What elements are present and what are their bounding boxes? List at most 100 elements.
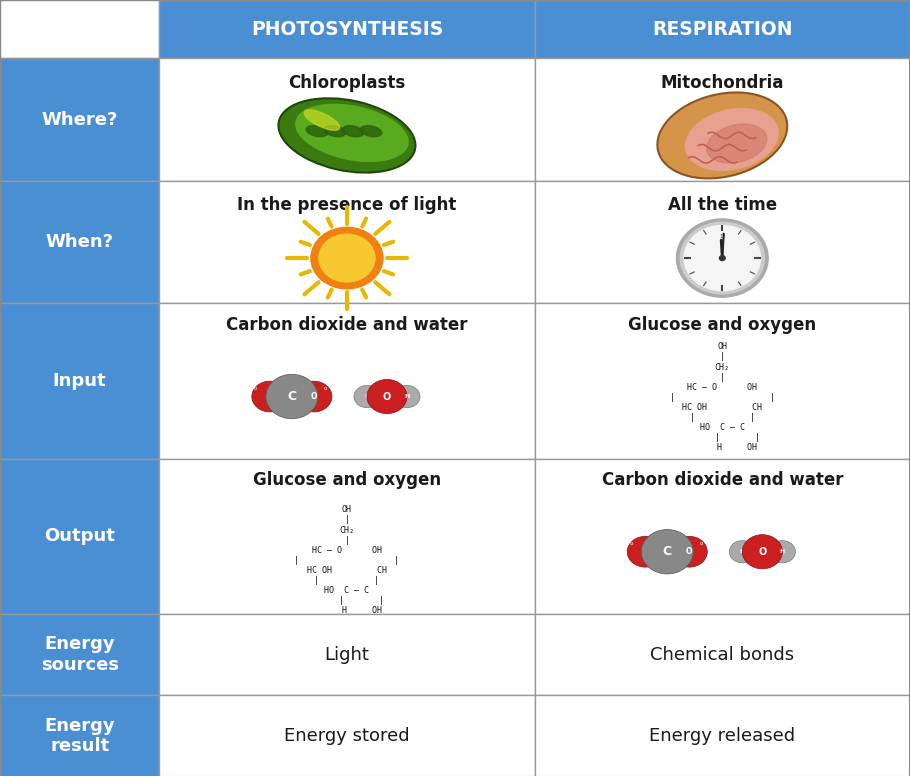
Text: O: O: [310, 392, 318, 401]
Text: Chemical bonds: Chemical bonds: [651, 646, 794, 663]
Text: O: O: [267, 392, 273, 401]
Text: H: H: [780, 549, 785, 554]
Text: |           |: | |: [315, 576, 379, 585]
Text: H     OH: H OH: [312, 606, 382, 615]
Text: |       |: | |: [309, 596, 384, 605]
Circle shape: [743, 535, 783, 569]
Text: HC OH         CH: HC OH CH: [307, 566, 387, 575]
Text: |                   |: | |: [670, 393, 774, 402]
Text: Where?: Where?: [42, 110, 117, 129]
Text: CH₂: CH₂: [715, 363, 730, 372]
Ellipse shape: [360, 126, 381, 137]
Text: Energy stored: Energy stored: [284, 727, 410, 745]
Text: H: H: [740, 549, 745, 554]
FancyBboxPatch shape: [534, 614, 910, 695]
FancyBboxPatch shape: [159, 58, 534, 181]
FancyBboxPatch shape: [0, 0, 159, 58]
Circle shape: [354, 386, 380, 407]
Circle shape: [769, 541, 795, 563]
Text: Light: Light: [325, 646, 369, 663]
Text: o: o: [700, 541, 703, 546]
Text: O: O: [383, 392, 391, 401]
Text: H     OH: H OH: [687, 443, 757, 452]
Text: HO  C — C: HO C — C: [700, 423, 744, 432]
Text: HC — O      OH: HC — O OH: [687, 383, 757, 393]
Text: Carbon dioxide and water: Carbon dioxide and water: [602, 471, 843, 490]
Circle shape: [681, 222, 764, 294]
Circle shape: [252, 381, 288, 412]
Text: 12: 12: [719, 234, 725, 238]
Text: C: C: [662, 546, 672, 558]
Text: o: o: [254, 386, 258, 390]
Text: H: H: [418, 387, 420, 391]
FancyBboxPatch shape: [0, 303, 159, 459]
FancyBboxPatch shape: [159, 181, 534, 303]
Circle shape: [367, 379, 407, 414]
Text: |: |: [720, 373, 724, 383]
Text: H: H: [404, 394, 410, 399]
Text: Energy released: Energy released: [649, 727, 795, 745]
Circle shape: [729, 541, 755, 563]
Text: All the time: All the time: [668, 196, 777, 214]
Text: |: |: [345, 515, 349, 525]
Circle shape: [672, 536, 707, 567]
FancyBboxPatch shape: [0, 459, 159, 614]
Text: Glucose and oxygen: Glucose and oxygen: [253, 471, 441, 490]
Text: C: C: [288, 390, 297, 403]
FancyBboxPatch shape: [534, 58, 910, 181]
Text: In the presence of light: In the presence of light: [238, 196, 457, 214]
Text: Carbon dioxide and water: Carbon dioxide and water: [227, 316, 468, 334]
Ellipse shape: [296, 104, 408, 161]
Text: HC — O      OH: HC — O OH: [312, 546, 382, 556]
Text: HC OH         CH: HC OH CH: [682, 404, 763, 412]
Text: RESPIRATION: RESPIRATION: [652, 19, 793, 39]
Text: |: |: [345, 536, 349, 546]
FancyBboxPatch shape: [159, 303, 534, 459]
Circle shape: [266, 374, 318, 419]
FancyBboxPatch shape: [0, 695, 159, 776]
Text: PHOTOSYNTHESIS: PHOTOSYNTHESIS: [251, 19, 443, 39]
Text: H: H: [353, 387, 357, 391]
Text: Input: Input: [53, 372, 106, 390]
Ellipse shape: [278, 99, 416, 172]
Circle shape: [318, 234, 375, 282]
FancyBboxPatch shape: [0, 614, 159, 695]
Text: When?: When?: [46, 233, 114, 251]
Circle shape: [642, 529, 693, 574]
FancyBboxPatch shape: [534, 459, 910, 614]
FancyBboxPatch shape: [534, 0, 910, 58]
Text: |                   |: | |: [295, 556, 399, 565]
Text: O: O: [642, 547, 649, 556]
Text: |: |: [720, 352, 724, 362]
Circle shape: [684, 226, 761, 291]
Text: Chloroplasts: Chloroplasts: [288, 74, 406, 92]
Text: Mitochondria: Mitochondria: [661, 74, 784, 92]
Text: Output: Output: [45, 527, 115, 546]
Ellipse shape: [306, 126, 328, 137]
Text: O: O: [686, 547, 693, 556]
Ellipse shape: [706, 124, 767, 163]
Text: Glucose and oxygen: Glucose and oxygen: [628, 316, 816, 334]
Circle shape: [311, 227, 383, 289]
Text: OH: OH: [717, 342, 727, 352]
Circle shape: [720, 255, 725, 261]
Circle shape: [296, 381, 332, 412]
Text: H: H: [364, 394, 369, 399]
Text: H: H: [729, 542, 732, 546]
Ellipse shape: [324, 126, 346, 137]
FancyBboxPatch shape: [534, 181, 910, 303]
FancyBboxPatch shape: [0, 181, 159, 303]
Text: |           |: | |: [690, 413, 754, 422]
Text: o: o: [324, 386, 328, 390]
Text: HO  C — C: HO C — C: [325, 586, 369, 595]
Text: O: O: [758, 547, 766, 556]
Ellipse shape: [685, 109, 778, 171]
Circle shape: [627, 536, 663, 567]
FancyBboxPatch shape: [0, 58, 159, 181]
FancyBboxPatch shape: [159, 0, 534, 58]
Text: OH: OH: [342, 505, 352, 514]
Ellipse shape: [342, 126, 364, 137]
Text: Energy
sources: Energy sources: [41, 635, 118, 674]
Text: CH₂: CH₂: [339, 526, 354, 535]
Ellipse shape: [657, 92, 787, 178]
